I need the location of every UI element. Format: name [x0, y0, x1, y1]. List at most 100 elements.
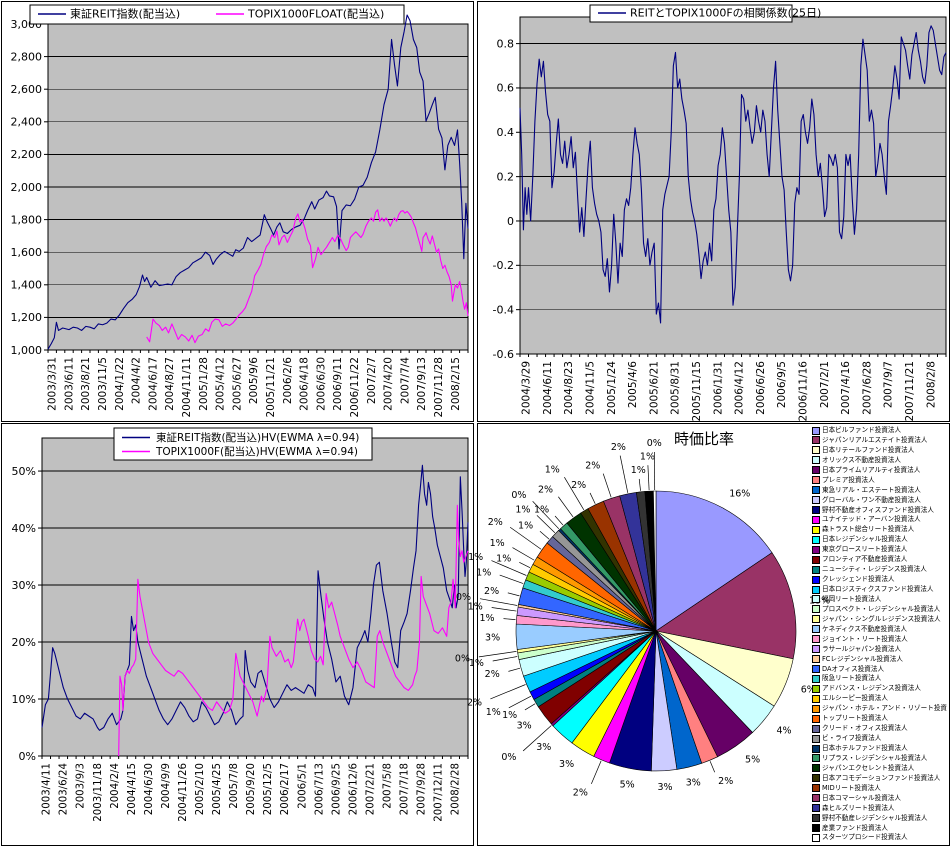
x-axis-label: 2006/1/31: [712, 361, 724, 415]
y-axis-label: 2,000: [11, 181, 43, 194]
pie-percent-label: 1%: [486, 707, 501, 718]
x-axis-label: 2003/4/11: [42, 763, 53, 815]
y-axis-label: -0.4: [493, 303, 514, 316]
pie-legend-item: 日本ホテルファンド投資法人: [812, 744, 947, 753]
pie-legend-label: エルシーピー投資法人: [822, 694, 888, 703]
x-axis-label: 2004/2/4: [110, 763, 121, 809]
pie-legend-item: 東京グロースリート投資法人: [812, 545, 947, 554]
pie-percent-label: 1%: [534, 504, 549, 515]
pie-legend-swatch: [812, 794, 820, 803]
x-axis-label: 2005/4/12: [215, 357, 227, 411]
pie-label-leader: [619, 455, 629, 493]
x-axis-label: 2004/11/26: [178, 763, 189, 822]
pie-label-leader: [499, 574, 524, 584]
pie-legend-item: MIDリート投資法人: [812, 784, 947, 793]
pie-legend-label: ジャパン・シングルレジデンス投資法人: [822, 614, 941, 623]
x-axis-label: 2007/4/20: [383, 357, 395, 411]
x-axis-label: 2004/11/11: [181, 357, 193, 418]
pie-legend-label: フロンティア不動産投資法人: [822, 555, 908, 564]
pie-legend-item: グローバル・ワン不動産投資法人: [812, 496, 947, 505]
pie-legend-label: プロスペクト・レジデンシャル投資法人: [822, 604, 941, 613]
pie-legend-item: アドバンス・レジデンス投資法人: [812, 684, 947, 693]
pie-label-leader: [709, 761, 716, 773]
x-axis-label: 2003/6/11: [63, 357, 75, 411]
x-axis-label: 2006/6/30: [315, 357, 327, 411]
pie-legend: 日本ビルファンド投資法人 ジャパンリアルエステイト投資法人 日本リテールファンド投資…: [812, 426, 947, 843]
pie-label-leader: [638, 478, 641, 491]
pie-percent-label: 0%: [647, 438, 662, 449]
x-axis-label: 2006/11/22: [349, 357, 361, 418]
pie-legend-label: 福岡リート投資法人: [822, 594, 882, 603]
pie-legend-swatch: [812, 814, 820, 823]
market-value-pie-svg: 16%13%6%4%5%2%3%3%5%2%3%3%0%3%1%1%2%2%1%…: [455, 438, 830, 798]
y-axis-label: 0.6: [497, 82, 515, 95]
pie-legend-swatch: [812, 436, 820, 445]
pie-percent-label: 2%: [485, 669, 500, 680]
pie-legend-swatch: [812, 754, 820, 763]
pie-legend-item: 日本ビルファンド投資法人: [812, 426, 947, 435]
pie-percent-label: 5%: [620, 780, 635, 791]
pie-legend-label: 阪急リート投資法人: [822, 674, 882, 683]
pie-legend-label: 産業ファンド投資法人: [822, 823, 888, 832]
y-axis-label: 0.4: [497, 126, 515, 139]
pie-legend-label: 日本ロジスティクスファンド投資法人: [822, 585, 934, 593]
pie-legend-swatch: [812, 525, 820, 534]
pie-legend-swatch: [812, 486, 820, 495]
pie-legend-label: 野村不動産オフィスファンド投資法人: [822, 505, 934, 514]
pie-legend-swatch: [812, 704, 820, 713]
pie-legend-swatch: [812, 426, 820, 435]
x-axis-label: 2004/6/17: [147, 357, 159, 411]
pie-legend-label: 日本アコモデーションファンド投資法人: [822, 773, 941, 782]
pie-legend-label: オリックス不動産投資法人: [822, 455, 901, 464]
y-axis-label: 2,400: [11, 116, 43, 129]
pie-legend-item: DAオフィス投資法人: [812, 665, 947, 674]
x-axis-label: 2004/6/11: [542, 361, 554, 415]
x-axis-label: 2006/2/6: [282, 357, 294, 404]
pie-legend-item: 野村不動産レジデンシャル投資法人: [812, 814, 947, 823]
pie-percent-label: 2%: [488, 517, 503, 528]
series-line: [146, 209, 469, 344]
pie-legend-swatch: [812, 585, 820, 594]
y-axis-label: 1,600: [11, 246, 43, 259]
y-axis-label: 0.8: [497, 37, 515, 50]
pie-legend-swatch: [812, 545, 820, 554]
pie-legend-item: 日本コマーシャル投資法人: [812, 794, 947, 803]
x-axis-label: 2007/9/13: [416, 357, 428, 411]
y-axis-label: 2,600: [11, 83, 43, 96]
pie-legend-label: 森トラスト総合リート投資法人: [822, 525, 915, 534]
pie-legend-swatch: [812, 466, 820, 475]
pie-percent-label: 1%: [545, 465, 560, 476]
pie-legend-item: 阪急リート投資法人: [812, 674, 947, 683]
pie-legend-label: 野村不動産レジデンシャル投資法人: [822, 813, 928, 822]
pie-legend-swatch: [812, 744, 820, 753]
y-axis-label: 20%: [12, 636, 36, 649]
x-axis-label: 2006/7/13: [314, 763, 325, 815]
y-axis-label: 50%: [12, 465, 36, 478]
x-axis-label: 2006/5/1: [297, 763, 308, 809]
pie-legend-label: FCレジデンシャル投資法人: [822, 654, 903, 663]
pie-legend-swatch: [812, 784, 820, 793]
pie-legend-label: 東京グロースリート投資法人: [822, 545, 908, 554]
x-axis-label: 2005/4/6: [627, 361, 639, 408]
pie-percent-label: 2%: [611, 442, 626, 453]
x-axis-label: 2005/1/28: [198, 357, 210, 411]
y-axis-label: 1,400: [11, 279, 43, 292]
pie-legend-swatch: [812, 734, 820, 743]
pie-percent-label: 3%: [559, 759, 574, 770]
pie-legend-swatch: [812, 575, 820, 584]
pie-percent-label: 2%: [718, 776, 733, 787]
chart-market-value-pie: 16%13%6%4%5%2%3%3%5%2%3%3%0%3%1%1%2%2%1%…: [455, 423, 950, 846]
pie-legend-swatch: [812, 496, 820, 505]
pie-label-leader: [492, 656, 518, 662]
pie-percent-label: 4%: [776, 725, 791, 736]
x-axis-label: 2006/12/6: [348, 763, 359, 815]
pie-legend-item: ジャパン・ホテル・アンド・リゾート投資法人: [812, 704, 947, 713]
x-axis-label: 2007/2/21: [365, 763, 376, 815]
pie-legend-swatch: [812, 684, 820, 693]
pie-percent-label: 1%: [490, 538, 505, 549]
pie-legend-item: 日本アコモデーションファンド投資法人: [812, 774, 947, 783]
x-axis-label: 2008/2/15: [450, 357, 462, 411]
x-axis-label: 2005/7/8: [229, 763, 240, 809]
pie-legend-label: グローバル・ワン不動産投資法人: [822, 495, 921, 504]
x-axis-label: 2003/6/24: [59, 763, 70, 815]
